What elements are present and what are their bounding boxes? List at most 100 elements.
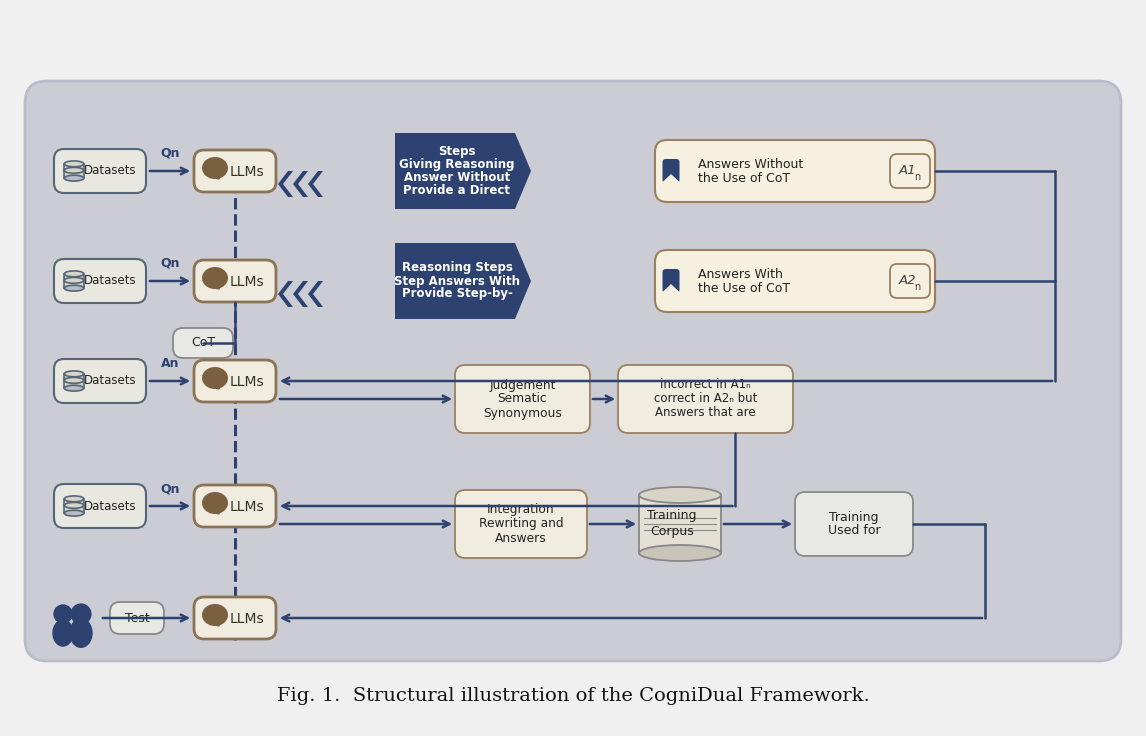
Polygon shape — [211, 506, 221, 514]
Text: LLMs: LLMs — [229, 275, 265, 289]
Polygon shape — [395, 133, 531, 209]
Text: Answers: Answers — [495, 531, 547, 545]
Polygon shape — [278, 171, 293, 197]
Text: Test: Test — [125, 612, 149, 625]
Text: correct in A2ₙ but: correct in A2ₙ but — [654, 392, 758, 406]
Text: LLMs: LLMs — [229, 165, 265, 179]
Text: Corpus: Corpus — [650, 526, 693, 539]
Text: Answers With: Answers With — [698, 267, 783, 280]
FancyBboxPatch shape — [110, 602, 164, 634]
Text: incorrect in A1ₙ: incorrect in A1ₙ — [660, 378, 751, 392]
FancyBboxPatch shape — [194, 260, 276, 302]
Ellipse shape — [70, 619, 92, 647]
FancyBboxPatch shape — [173, 328, 233, 358]
Ellipse shape — [64, 271, 84, 277]
Text: Qn: Qn — [160, 482, 180, 495]
FancyBboxPatch shape — [54, 484, 146, 528]
Text: Datasets: Datasets — [84, 375, 136, 387]
Text: Fig. 1.  Structural illustration of the CogniDual Framework.: Fig. 1. Structural illustration of the C… — [276, 687, 870, 705]
Text: Datasets: Datasets — [84, 275, 136, 288]
Text: Datasets: Datasets — [84, 165, 136, 177]
Text: Qn: Qn — [160, 257, 180, 270]
Ellipse shape — [202, 604, 228, 626]
FancyBboxPatch shape — [54, 359, 146, 403]
FancyBboxPatch shape — [795, 492, 913, 556]
Circle shape — [71, 604, 91, 624]
Text: the Use of CoT: the Use of CoT — [698, 172, 790, 185]
Text: Datasets: Datasets — [84, 500, 136, 512]
Text: Answers that are: Answers that are — [656, 406, 756, 420]
Polygon shape — [662, 285, 680, 293]
Polygon shape — [278, 281, 293, 307]
Bar — [639, 495, 721, 553]
FancyBboxPatch shape — [890, 264, 931, 298]
Ellipse shape — [202, 267, 228, 289]
FancyBboxPatch shape — [455, 365, 590, 433]
FancyBboxPatch shape — [455, 490, 587, 558]
Ellipse shape — [202, 367, 228, 389]
Ellipse shape — [64, 503, 84, 509]
FancyBboxPatch shape — [890, 154, 931, 188]
Text: Step Answers With: Step Answers With — [394, 275, 520, 288]
Ellipse shape — [64, 167, 84, 173]
FancyBboxPatch shape — [656, 140, 935, 202]
FancyBboxPatch shape — [656, 250, 935, 312]
Polygon shape — [395, 243, 531, 319]
Ellipse shape — [64, 175, 84, 181]
Text: A2: A2 — [898, 274, 916, 286]
Text: Synonymous: Synonymous — [484, 406, 562, 420]
Polygon shape — [211, 281, 221, 289]
FancyBboxPatch shape — [54, 149, 146, 193]
Text: LLMs: LLMs — [229, 612, 265, 626]
Text: n: n — [913, 172, 920, 182]
Bar — [64, 274, 84, 289]
Text: n: n — [913, 282, 920, 292]
Ellipse shape — [202, 157, 228, 179]
Text: Provide a Direct: Provide a Direct — [403, 184, 510, 197]
Text: Training: Training — [647, 509, 697, 523]
Text: A1: A1 — [898, 163, 916, 177]
Ellipse shape — [64, 371, 84, 377]
Bar — [64, 499, 84, 513]
Text: Rewriting and: Rewriting and — [479, 517, 564, 531]
Polygon shape — [662, 175, 680, 183]
Text: Steps: Steps — [438, 145, 476, 158]
Bar — [64, 374, 84, 388]
FancyBboxPatch shape — [25, 81, 1121, 661]
Text: CoT: CoT — [191, 336, 215, 350]
Ellipse shape — [639, 545, 721, 561]
Ellipse shape — [64, 161, 84, 167]
Text: Giving Reasoning: Giving Reasoning — [399, 158, 515, 171]
FancyBboxPatch shape — [662, 159, 680, 183]
Ellipse shape — [64, 286, 84, 291]
Polygon shape — [308, 281, 323, 307]
Text: Integration: Integration — [487, 503, 555, 517]
Text: An: An — [160, 357, 179, 370]
FancyBboxPatch shape — [194, 150, 276, 192]
FancyBboxPatch shape — [194, 360, 276, 402]
Polygon shape — [293, 281, 308, 307]
Text: Reasoning Steps: Reasoning Steps — [401, 261, 512, 275]
Polygon shape — [211, 381, 221, 389]
Text: Answers Without: Answers Without — [698, 158, 803, 171]
Ellipse shape — [64, 277, 84, 283]
Ellipse shape — [64, 385, 84, 391]
Text: Qn: Qn — [160, 147, 180, 160]
Ellipse shape — [639, 487, 721, 503]
FancyBboxPatch shape — [662, 269, 680, 293]
Ellipse shape — [64, 496, 84, 502]
Polygon shape — [211, 618, 221, 626]
Text: LLMs: LLMs — [229, 375, 265, 389]
Text: Provide Step-by-: Provide Step-by- — [401, 288, 512, 300]
Ellipse shape — [202, 492, 228, 514]
Polygon shape — [293, 171, 308, 197]
Text: Training: Training — [830, 511, 879, 523]
Ellipse shape — [64, 510, 84, 516]
Polygon shape — [211, 171, 221, 179]
Text: the Use of CoT: the Use of CoT — [698, 283, 790, 295]
Bar — [64, 164, 84, 178]
Ellipse shape — [53, 620, 73, 646]
Text: Answer Without: Answer Without — [403, 171, 510, 184]
Ellipse shape — [64, 378, 84, 383]
Text: LLMs: LLMs — [229, 500, 265, 514]
